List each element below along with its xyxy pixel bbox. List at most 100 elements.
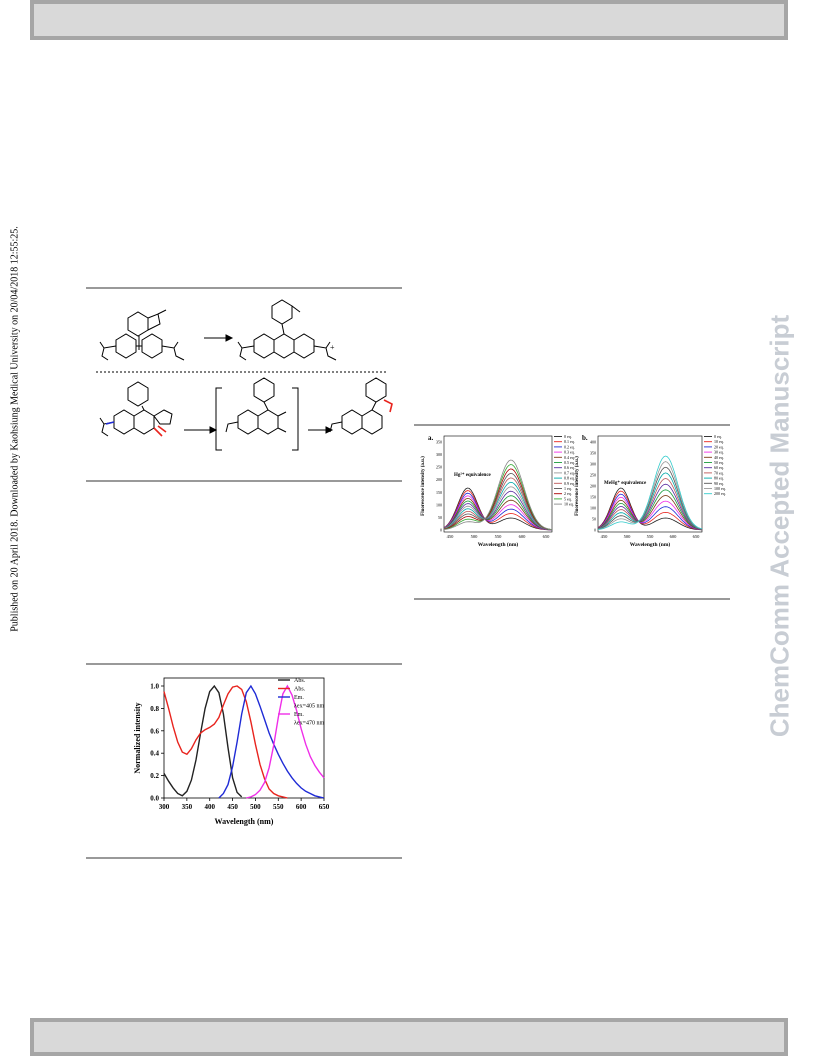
scheme-highlight-bonds	[153, 399, 393, 437]
legend-entry: 0.1 eq.	[564, 439, 575, 444]
panel-b-inset-label: MeHg⁺ equivalence	[604, 480, 647, 486]
x-tick-label: 400	[204, 803, 215, 811]
x-tick-label: 350	[182, 803, 193, 811]
titration-curve	[443, 477, 553, 530]
y-tick-label: 350	[436, 440, 442, 445]
titration-curve	[443, 495, 553, 531]
x-tick-label: 550	[495, 534, 503, 539]
panel-a-y-label: Fluorescence intensity (a.u.)	[421, 456, 426, 516]
x-tick-label: 550	[273, 803, 284, 811]
y-tick-label: 400	[590, 440, 596, 445]
header-bar	[30, 0, 788, 40]
fluorescence-bottom-rule	[414, 598, 730, 600]
legend-entry: 0.9 eq.	[564, 481, 575, 486]
bracket-right	[292, 387, 299, 451]
panel-a-inset-label: Hg²⁺ equivalence	[454, 472, 492, 478]
y-tick-label: 0.0	[150, 795, 159, 803]
legend-entry: 0.7 eq.	[564, 470, 575, 475]
x-tick-label: 300	[159, 803, 170, 811]
x-tick-label: 500	[624, 534, 632, 539]
titration-curve	[443, 481, 553, 531]
publication-note: Published on 20 April 2018. Downloaded b…	[6, 212, 24, 646]
y-tick-label: 200	[436, 477, 442, 482]
bracket-left	[215, 387, 222, 451]
y-tick-label: 0.4	[150, 750, 159, 758]
panel-a: a. Hg²⁺ equivalence 0 eq.0.1 eq.0.2 eq.0…	[421, 434, 575, 548]
accepted-manuscript-watermark: ChemComm Accepted Manuscript	[752, 276, 808, 776]
titration-curve	[443, 492, 553, 531]
legend-entry: 10 eq.	[564, 502, 574, 507]
x-tick-label: 500	[471, 534, 479, 539]
chart-y-ticks: 0.0 0.2 0.4 0.6 0.8 1.0	[150, 683, 164, 803]
legend-entry: 200 eq.	[714, 491, 726, 496]
panel-b-y-label: Fluorescence intensity (a.u.)	[575, 456, 580, 516]
y-tick-label: 300	[590, 462, 596, 467]
y-tick-label: 50	[592, 517, 596, 522]
scheme-bottom-rule	[86, 480, 402, 482]
titration-curve	[597, 495, 703, 530]
titration-curve	[597, 489, 703, 530]
titration-curve	[597, 472, 703, 530]
chart-y-axis-label: Normalized intensity	[133, 702, 142, 773]
y-tick-label: 0.8	[150, 705, 159, 713]
legend-entry: 0 eq.	[714, 434, 722, 439]
panel-a-x-label: Wavelength (nm)	[478, 541, 519, 548]
y-tick-label: 0.6	[150, 727, 159, 735]
legend-entry: 0.5 eq.	[564, 460, 575, 465]
titration-curve	[597, 478, 703, 530]
y-tick-label: 200	[590, 484, 596, 489]
titration-curve	[443, 490, 553, 531]
legend-entry: Em.	[294, 712, 304, 718]
titration-curve	[597, 461, 703, 530]
legend-entry: 30 eq.	[714, 450, 724, 455]
legend-entry: 100 eq.	[714, 486, 726, 491]
legend-entry: λex=405 nm	[294, 704, 324, 710]
series-line-1	[163, 684, 243, 798]
y-tick-label: 250	[436, 465, 442, 470]
x-tick-label: 550	[647, 534, 655, 539]
scheme-top-rule	[86, 287, 402, 289]
titration-curve	[443, 495, 553, 531]
legend-entry: 60 eq.	[714, 465, 724, 470]
x-tick-label: 650	[319, 803, 330, 811]
legend-entry: 0.6 eq.	[564, 465, 575, 470]
footer-bar	[30, 1018, 788, 1056]
chart-x-ticks: 300 350 400 450 500 550 600 650	[159, 798, 330, 811]
titration-curve	[597, 496, 703, 530]
fluorescence-top-rule	[414, 424, 730, 426]
legend-entry: Abs.	[294, 678, 306, 684]
x-tick-label: 600	[519, 534, 527, 539]
panel-a-x-ticks: 450 500 550 600 650	[447, 534, 551, 539]
titration-curve	[443, 487, 552, 531]
titration-curve	[443, 486, 553, 531]
legend-entry: 70 eq.	[714, 470, 724, 475]
ring-opened-structure	[237, 299, 337, 361]
legend-entry: 10 eq.	[714, 439, 724, 444]
watermark-text: ChemComm Accepted Manuscript	[764, 314, 795, 738]
legend-entry: 0.3 eq.	[564, 450, 575, 455]
x-tick-label: 650	[543, 534, 551, 539]
titration-curve	[443, 459, 553, 530]
y-tick-label: 1.0	[150, 683, 159, 691]
panel-a-curves	[443, 459, 553, 531]
cation-marker: +	[330, 343, 335, 352]
legend-entry: 80 eq.	[714, 476, 724, 481]
y-tick-label: 350	[590, 451, 596, 456]
titration-curve	[597, 466, 703, 530]
legend-entry: 50 eq.	[714, 460, 724, 465]
legend-entry: 0.2 eq.	[564, 444, 575, 449]
chart-bottom-rule	[86, 857, 402, 859]
x-tick-label: 450	[601, 534, 609, 539]
intermediate-structure	[225, 377, 287, 435]
y-tick-label: 300	[436, 452, 442, 457]
x-tick-label: 650	[693, 534, 701, 539]
panel-b-legend: 0 eq.10 eq.20 eq.30 eq.40 eq.50 eq.60 eq…	[704, 434, 726, 496]
x-tick-label: 600	[296, 803, 307, 811]
legend-entry: λex=470 nm	[294, 721, 324, 727]
legend-entry: Em.	[294, 695, 304, 701]
chart-top-rule	[86, 663, 402, 665]
legend-entry: 2 eq.	[564, 491, 572, 496]
panel-a-y-ticks: 0 50 100 150 200 250 300 350	[436, 440, 442, 533]
titration-curve	[443, 497, 553, 531]
chart-legend: Abs. Abs. Em. λex=405 nm Em. λex=470 nm	[278, 678, 324, 727]
